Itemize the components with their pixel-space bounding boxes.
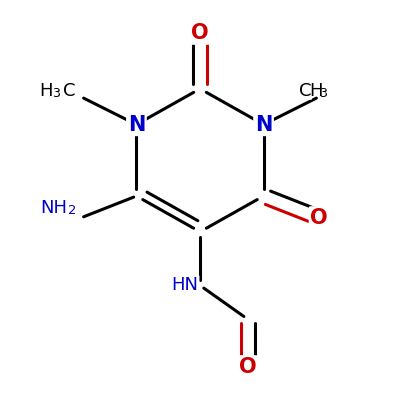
Text: O: O xyxy=(191,23,209,43)
Text: NH: NH xyxy=(40,199,67,217)
Text: 3: 3 xyxy=(319,87,327,100)
Text: 3: 3 xyxy=(52,87,60,100)
Text: H: H xyxy=(39,82,53,100)
Text: C: C xyxy=(299,82,312,100)
Text: HN: HN xyxy=(171,276,198,294)
Text: O: O xyxy=(239,357,256,377)
Text: 2: 2 xyxy=(68,204,76,217)
Text: O: O xyxy=(310,208,328,228)
Text: H: H xyxy=(309,82,323,100)
Text: N: N xyxy=(128,114,145,134)
Text: C: C xyxy=(63,82,76,100)
Text: N: N xyxy=(255,114,272,134)
